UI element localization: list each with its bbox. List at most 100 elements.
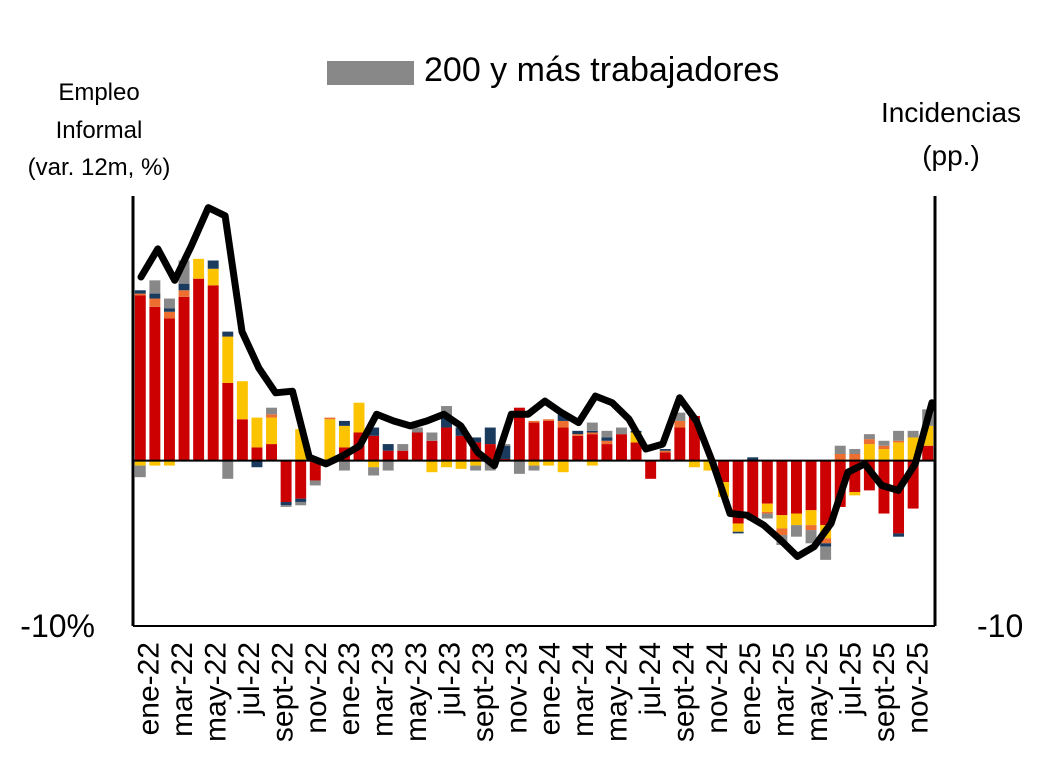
bar-segment-grande-17 bbox=[382, 444, 394, 451]
bar-segment-grande-36 bbox=[659, 449, 671, 451]
bar-segment-micro-46 bbox=[805, 460, 817, 511]
bar-segment-mediana-47 bbox=[820, 538, 832, 544]
x-tick-label-16: sept-24 bbox=[667, 642, 700, 742]
bar-segment-mediana-29 bbox=[557, 420, 569, 428]
left-axis-label-line3: (var. 12m, %) bbox=[28, 154, 171, 181]
bar-segment-peque-a-22 bbox=[455, 460, 467, 469]
x-tick-label-15: jul-24 bbox=[634, 642, 667, 716]
bar-segment-micro-32 bbox=[601, 444, 613, 461]
bar-segment-grande-32 bbox=[601, 437, 613, 441]
legend-label: 200 y más trabajadores bbox=[424, 51, 779, 89]
bar-segment-mediana-0 bbox=[134, 293, 146, 296]
bar-segment-peque-a-15 bbox=[353, 402, 365, 433]
x-tick-label-7: mar-23 bbox=[367, 642, 400, 737]
bar-segment-peque-a-20 bbox=[426, 460, 438, 473]
bar-segment-micro-28 bbox=[543, 420, 555, 461]
bar-segment-200-y-m-s-trabajadores-21 bbox=[441, 406, 452, 418]
bar-segment-200-y-m-s-trabajadores-51 bbox=[878, 440, 890, 446]
bar-segment-micro-5 bbox=[207, 285, 219, 461]
x-tick-label-9: jul-23 bbox=[434, 642, 467, 716]
x-tick-label-22: sept-25 bbox=[868, 642, 901, 742]
bar-segment-peque-a-51 bbox=[878, 449, 890, 461]
bar-segment-micro-47 bbox=[820, 460, 832, 526]
bar-segment-mediana-1 bbox=[149, 298, 161, 307]
bar-segment-peque-a-54 bbox=[922, 425, 934, 446]
x-tick-label-11: nov-23 bbox=[500, 642, 533, 734]
bar-segment-micro-37 bbox=[674, 427, 686, 461]
bar-segment-grande-6 bbox=[222, 331, 234, 337]
x-tick-label-10: sept-23 bbox=[467, 642, 500, 742]
x-tick-label-4: sept-22 bbox=[266, 642, 299, 742]
bar-segment-200-y-m-s-trabajadores-20 bbox=[426, 432, 438, 441]
bar-segment-micro-20 bbox=[426, 440, 438, 461]
bar-segment-200-y-m-s-trabajadores-27 bbox=[528, 465, 540, 471]
bar-segment-micro-7 bbox=[236, 419, 248, 461]
bar-segment-peque-a-7 bbox=[236, 381, 248, 420]
bar-segment-mediana-50 bbox=[863, 439, 875, 445]
bar-segment-200-y-m-s-trabajadores-37 bbox=[674, 412, 686, 421]
bar-segment-200-y-m-s-trabajadores-9 bbox=[266, 407, 277, 415]
bar-segment-grande-5 bbox=[207, 260, 219, 269]
bar-segment-200-y-m-s-trabajadores-16 bbox=[368, 467, 380, 476]
bar-segment-grande-14 bbox=[338, 420, 350, 426]
bar-segment-peque-a-43 bbox=[761, 503, 773, 512]
bar-segment-micro-36 bbox=[659, 452, 671, 461]
bar-segment-200-y-m-s-trabajadores-53 bbox=[907, 430, 919, 438]
bar-segment-micro-33 bbox=[616, 434, 627, 461]
bar-segment-peque-a-41 bbox=[732, 523, 744, 532]
bar-segment-micro-12 bbox=[309, 460, 321, 481]
x-tick-label-2: may-22 bbox=[200, 642, 233, 742]
bar-segment-micro-3 bbox=[178, 296, 190, 461]
bar-segment-micro-53 bbox=[907, 460, 919, 509]
bar-segment-peque-a-21 bbox=[441, 460, 452, 468]
bar-segment-peque-a-11 bbox=[295, 429, 307, 461]
bar-segment-200-y-m-s-trabajadores-19 bbox=[411, 427, 423, 433]
bar-segment-grande-42 bbox=[747, 457, 759, 461]
bar-segment-peque-a-23 bbox=[470, 460, 482, 466]
bar-segment-peque-a-46 bbox=[805, 510, 817, 526]
bar-segment-mediana-31 bbox=[586, 432, 598, 435]
bar-segment-grande-41 bbox=[732, 531, 744, 534]
bar-segment-200-y-m-s-trabajadores-26 bbox=[513, 460, 525, 474]
bar-segment-grande-47 bbox=[820, 543, 832, 547]
x-tick-label-21: jul-25 bbox=[835, 642, 868, 716]
right-axis-label-line1: Incidencias bbox=[881, 97, 1021, 128]
bar-segment-micro-29 bbox=[557, 427, 569, 461]
bar-segment-mediana-13 bbox=[324, 417, 336, 420]
x-tick-label-12: ene-24 bbox=[534, 642, 567, 735]
bar-segment-micro-19 bbox=[411, 432, 423, 461]
bar-segment-200-y-m-s-trabajadores-52 bbox=[893, 430, 905, 441]
bar-segment-200-y-m-s-trabajadores-6 bbox=[222, 460, 234, 479]
bars-group bbox=[134, 258, 934, 560]
bar-segment-200-y-m-s-trabajadores-32 bbox=[601, 430, 613, 438]
bar-segment-micro-48 bbox=[834, 460, 846, 507]
bar-segment-mediana-52 bbox=[893, 440, 905, 443]
bar-segment-grande-29 bbox=[557, 414, 569, 421]
bar-segment-micro-16 bbox=[368, 435, 380, 461]
bar-segment-peque-a-29 bbox=[557, 460, 569, 473]
bar-segment-peque-a-8 bbox=[251, 417, 263, 448]
bar-segment-micro-6 bbox=[222, 382, 234, 461]
bar-segment-micro-27 bbox=[528, 422, 540, 461]
x-tick-label-8: may-23 bbox=[400, 642, 433, 742]
bar-segment-micro-34 bbox=[630, 442, 642, 461]
bar-segment-200-y-m-s-trabajadores-43 bbox=[761, 513, 773, 519]
x-tick-label-13: mar-24 bbox=[567, 642, 600, 737]
x-tick-labels: ene-22 mar-22 may-22 jul-22 sept-22 nov-22 ene… bbox=[133, 642, 935, 742]
bar-segment-mediana-37 bbox=[674, 420, 686, 428]
bar-segment-micro-2 bbox=[163, 318, 175, 461]
bar-segment-micro-21 bbox=[441, 427, 452, 461]
bar-segment-200-y-m-s-trabajadores-46 bbox=[805, 530, 817, 544]
bar-segment-micro-54 bbox=[922, 445, 934, 461]
x-tick-label-14: may-24 bbox=[601, 642, 634, 742]
bar-segment-mediana-3 bbox=[178, 290, 190, 297]
x-tick-label-1: mar-22 bbox=[166, 642, 199, 737]
x-tick-label-18: ene-25 bbox=[734, 642, 767, 735]
right-axis-min-tick: -10 bbox=[977, 608, 1023, 644]
bar-segment-200-y-m-s-trabajadores-2 bbox=[163, 298, 175, 309]
left-axis-label-line1: Empleo bbox=[58, 79, 139, 106]
bar-segment-mediana-44 bbox=[776, 528, 788, 536]
bar-segment-peque-a-13 bbox=[324, 419, 336, 461]
x-tick-label-19: mar-25 bbox=[768, 642, 801, 737]
x-tick-label-6: ene-23 bbox=[333, 642, 366, 735]
